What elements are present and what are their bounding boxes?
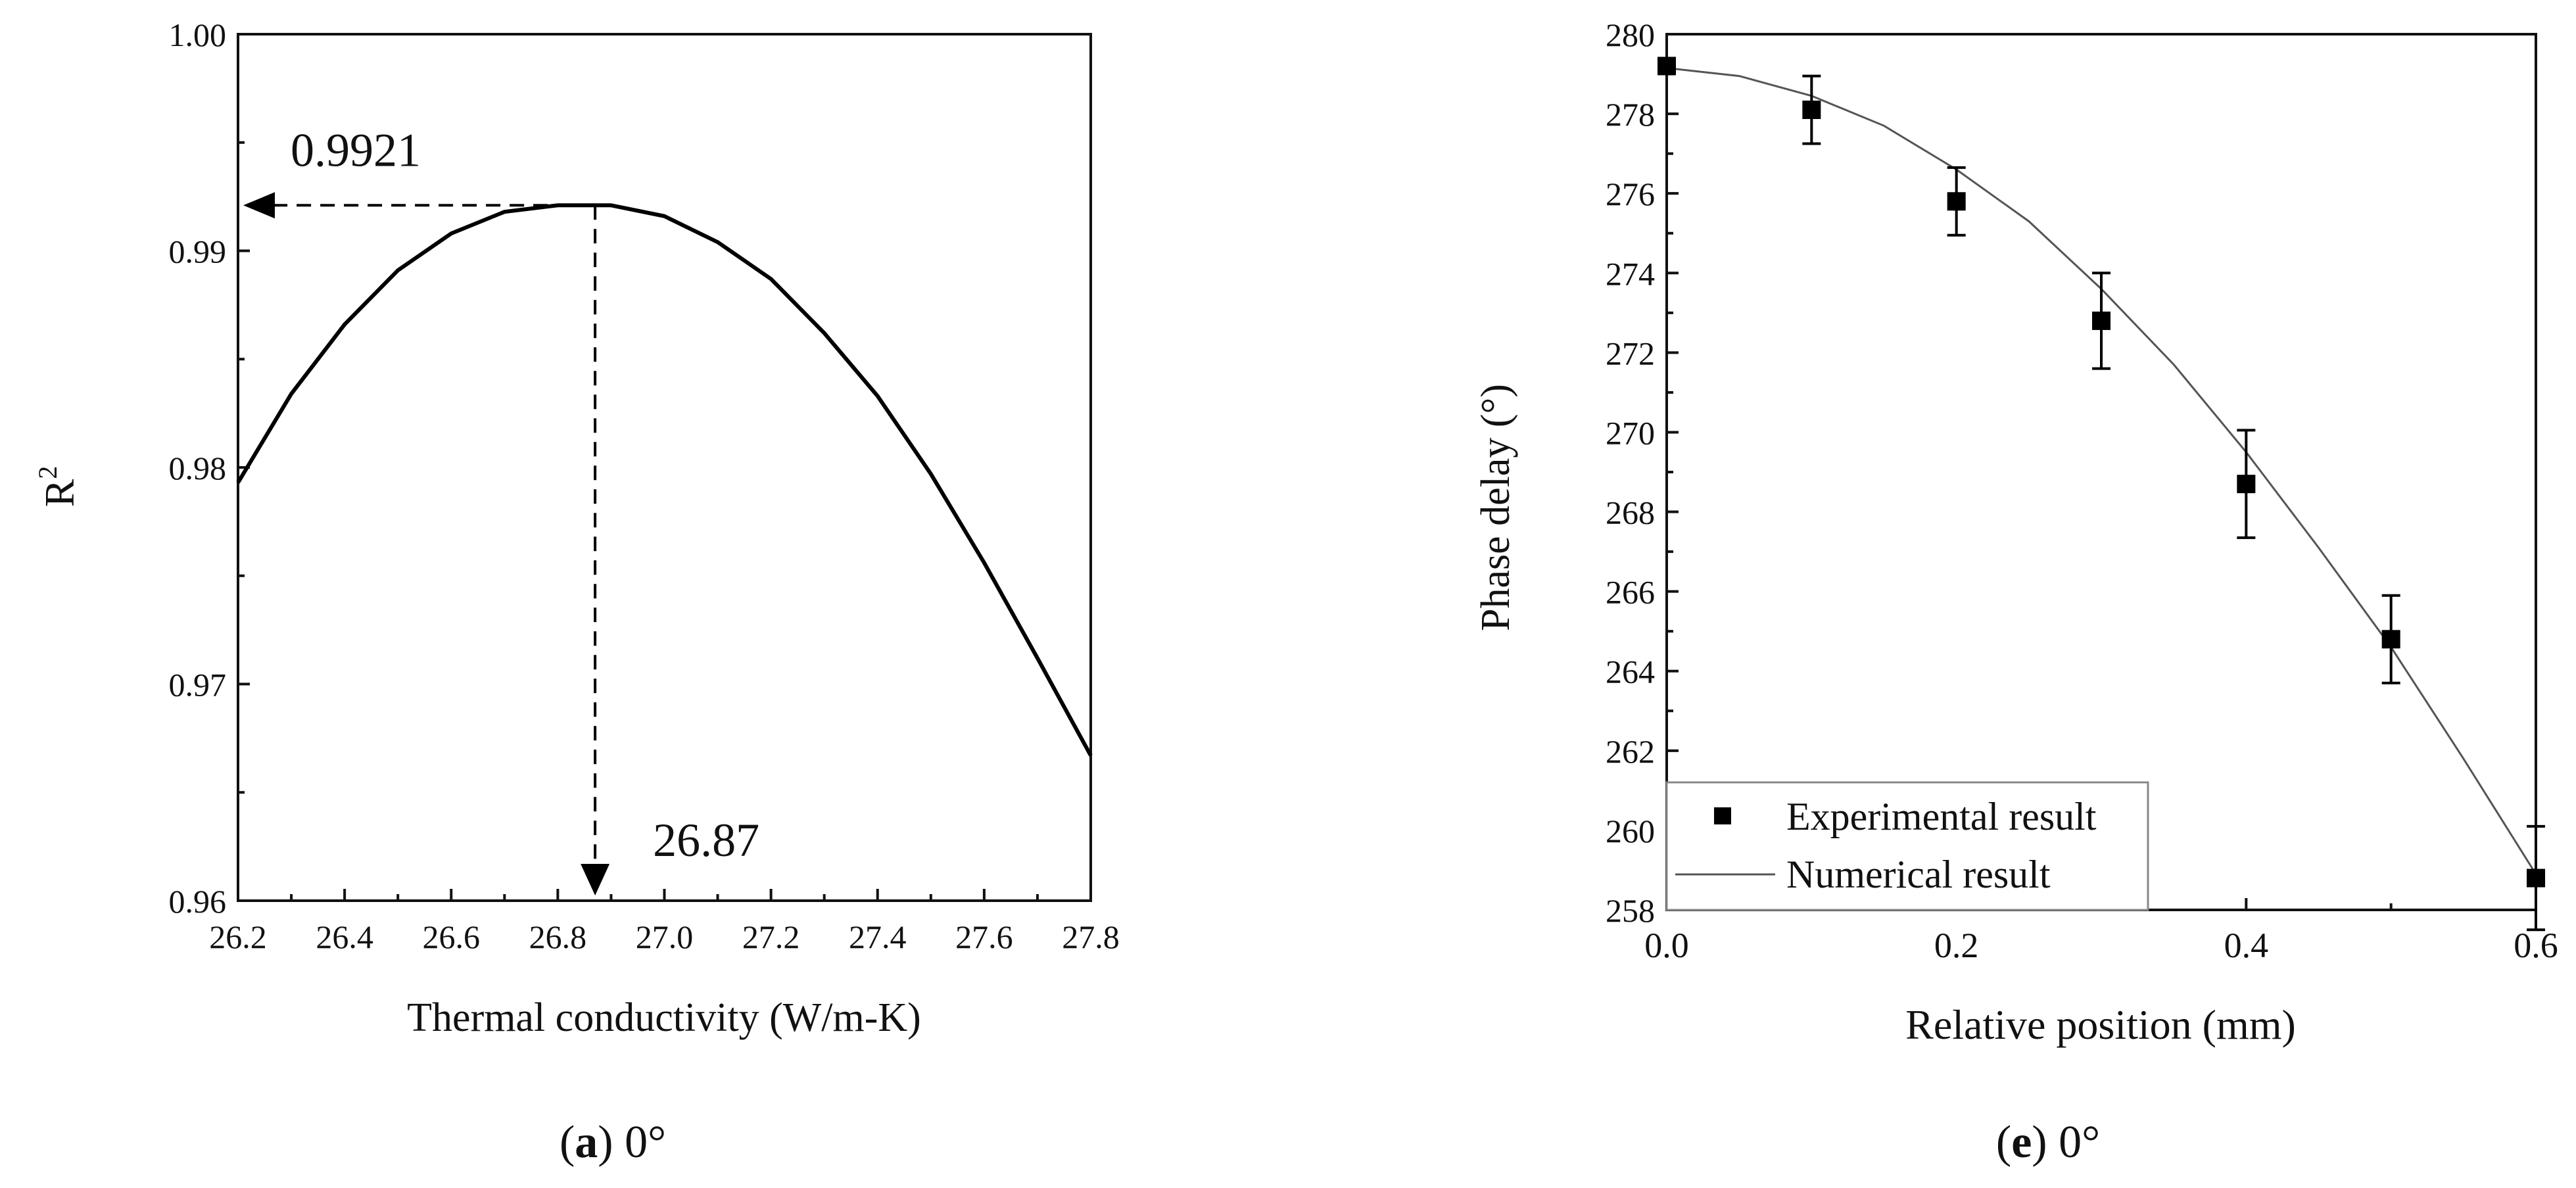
chart-a-x-axis-label: Thermal conductivity (W/m-K) xyxy=(407,995,921,1040)
chart-a-caption: (a) 0° xyxy=(560,1117,666,1168)
legend-experimental-label: Experimental result xyxy=(1786,795,2097,838)
chart-a-x-tick-label: 27.8 xyxy=(1062,918,1120,955)
chart-a-x-tick-label: 26.8 xyxy=(529,918,587,955)
chart-e-x-axis-label: Relative position (mm) xyxy=(1905,1001,2296,1048)
chart-a-y-tick-label: 0.97 xyxy=(169,667,227,703)
legend-square-marker xyxy=(1714,807,1731,824)
chart-e-x-tick-label: 0.2 xyxy=(1934,926,1979,965)
chart-a-r2-curve xyxy=(236,203,1093,757)
left-arrow-head-icon xyxy=(243,192,275,219)
experimental-point xyxy=(2092,311,2111,330)
chart-a-y-tick-label: 0.98 xyxy=(169,450,227,487)
chart-a-x-tick-label: 27.4 xyxy=(849,918,907,955)
experimental-point xyxy=(1947,192,1966,211)
chart-a-caption-angle: 0° xyxy=(625,1117,666,1168)
chart-e-y-tick-label: 278 xyxy=(1606,96,1655,133)
chart-e-y-tick-label: 280 xyxy=(1606,16,1655,53)
chart-e-x-tick-label: 0.6 xyxy=(2514,926,2558,965)
chart-a: 0.96 0.97 0.98 0.99 1.00 26.2 26.4 26.6 26.8 27.… xyxy=(33,16,1120,1168)
chart-e-y-tick-label: 262 xyxy=(1606,733,1655,770)
chart-e-plot-frame xyxy=(1665,33,2537,911)
chart-a-peak-annotation: 0.9921 26.87 xyxy=(243,124,759,895)
chart-a-x-ticks: 26.2 26.4 26.6 26.8 27.0 27.2 27.4 27.6 27.8 xyxy=(209,889,1120,955)
chart-e-x-tick-label: 0.0 xyxy=(1644,926,1689,965)
chart-e-y-tick-label: 260 xyxy=(1606,813,1655,849)
chart-e-legend: Experimental result Numerical result xyxy=(1665,781,2149,911)
chart-e-y-axis-label: Phase delay (°) xyxy=(1473,384,1518,631)
chart-a-y-ticks: 0.96 0.97 0.98 0.99 1.00 xyxy=(169,16,250,920)
down-arrow-head-icon xyxy=(581,864,610,895)
experimental-point xyxy=(2381,630,2400,649)
chart-e-y-tick-label: 268 xyxy=(1606,494,1655,531)
experimental-point xyxy=(2527,868,2545,888)
chart-e-y-tick-label: 274 xyxy=(1606,255,1655,292)
chart-a-y-axis-label-sup: 2 xyxy=(33,466,62,479)
chart-e-caption-letter: e xyxy=(2011,1117,2032,1168)
chart-e-numerical-line xyxy=(1666,67,2537,875)
chart-a-y-tick-label: 1.00 xyxy=(169,16,227,53)
chart-e-caption: (e) 0° xyxy=(1996,1117,2100,1168)
chart-e-y-tick-label: 266 xyxy=(1606,574,1655,611)
experimental-point xyxy=(1658,57,1676,76)
peak-r2-value-label: 0.9921 xyxy=(291,124,421,176)
chart-a-y-tick-label: 0.96 xyxy=(169,883,227,920)
experimental-point xyxy=(1802,101,1821,120)
chart-e-legend-box xyxy=(1665,781,2149,911)
peak-conductivity-value-label: 26.87 xyxy=(653,814,759,867)
chart-e-x-tick-label: 0.4 xyxy=(2224,926,2269,965)
chart-e-caption-angle: 0° xyxy=(2059,1117,2100,1168)
chart-a-x-tick-label: 27.2 xyxy=(742,918,800,955)
chart-a-x-tick-label: 26.4 xyxy=(316,918,373,955)
chart-e-y-tick-label: 264 xyxy=(1606,653,1655,690)
chart-e-y-ticks: 258 260 262 264 266 268 270 272 274 276 278 280 xyxy=(1606,16,1679,929)
chart-a-y-axis-label-base: R xyxy=(36,479,83,507)
chart-e-experimental-points xyxy=(1658,57,2545,932)
chart-a-y-tick-label: 0.99 xyxy=(169,233,227,270)
chart-a-y-axis-label: R2 xyxy=(33,466,83,508)
chart-a-x-tick-label: 26.2 xyxy=(209,918,267,955)
chart-a-caption-letter: a xyxy=(575,1117,598,1168)
chart-a-x-tick-label: 26.6 xyxy=(423,918,481,955)
chart-a-x-tick-label: 27.0 xyxy=(636,918,694,955)
chart-e-y-tick-label: 258 xyxy=(1606,892,1655,929)
chart-e: 258 260 262 264 266 268 270 272 274 276 278 280 0.0… xyxy=(1473,16,2558,1168)
chart-e-y-tick-label: 272 xyxy=(1606,335,1655,371)
experimental-point xyxy=(2237,475,2256,494)
chart-e-y-tick-label: 270 xyxy=(1606,414,1655,451)
chart-a-x-tick-label: 27.6 xyxy=(955,918,1013,955)
legend-numerical-label: Numerical result xyxy=(1786,853,2051,896)
chart-e-y-tick-label: 276 xyxy=(1606,176,1655,212)
